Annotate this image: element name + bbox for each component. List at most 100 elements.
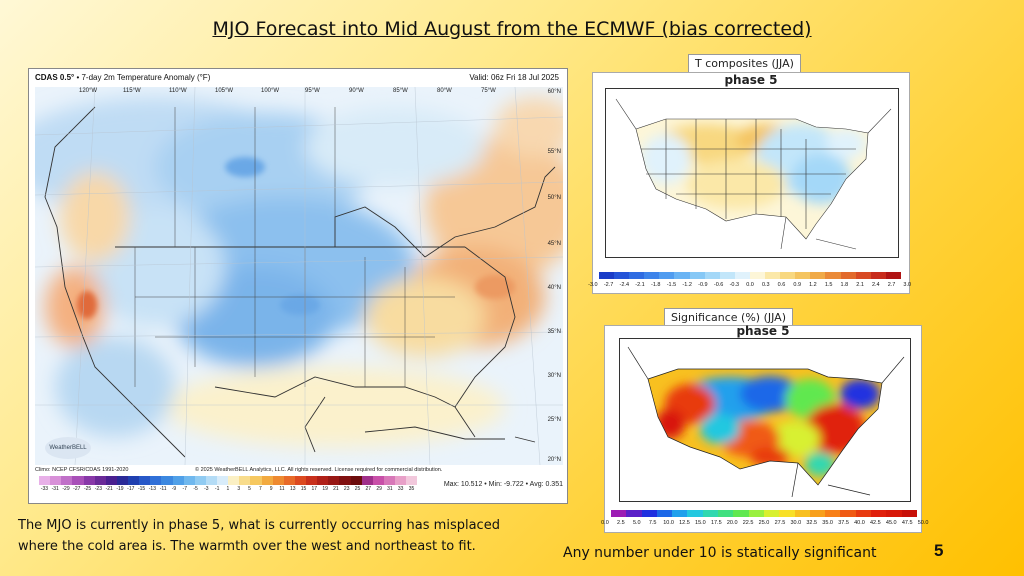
colorbar-tick: 29 [376,486,382,492]
colorbar-tick: -25 [83,486,92,492]
colorbar-swatch [672,510,688,517]
temperature-anomaly-map-panel: CDAS 0.5° • 7-day 2m Temperature Anomaly… [28,68,568,504]
colorbar-tick: -1.8 [650,282,661,288]
colorbar-tick: 1.2 [809,282,817,288]
colorbar-swatch [901,510,917,517]
t-composites-colorbar-ticks: -3.0 -2.7 -2.4 -2.1 -1.8 -1.5 -1.2 -0.9 -0.6 -0.3… [585,282,915,288]
colorbar-tick: 35.0 [822,520,833,526]
colorbar-tick: 35 [408,486,415,492]
colorbar-tick: -7 [182,486,187,492]
colorbar-swatch [674,272,690,279]
colorbar-swatch [105,476,117,485]
lat-label: 45°N [547,241,561,247]
slide-caption: The MJO is currently in phase 5, what is… [18,515,538,557]
colorbar-tick: 15.0 [695,520,706,526]
t-composites-map [605,88,899,258]
colorbar-tick: -31 [51,486,59,492]
lat-label: 30°N [547,373,561,379]
colorbar-swatch [183,476,195,485]
colorbar-tick: -19 [116,486,124,492]
colorbar-swatch [283,476,295,485]
weatherbell-logo: WeatherBELL [45,437,91,459]
colorbar-swatch [128,476,140,485]
significance-panel: phase 5 [601,324,928,533]
map-stats: Max: 10.512 • Min: -9.722 • Avg: 0.351 [443,481,563,488]
colorbar-tick: 45.0 [885,520,897,526]
colorbar-tick: 3 [237,486,241,492]
colorbar-tick: 5.0 [632,520,641,526]
colorbar-swatch [855,272,871,279]
colorbar-tick: -0.3 [729,282,740,288]
colorbar-swatch [150,476,162,485]
lon-label: 75°W [481,88,496,94]
colorbar-tick: 5 [248,486,251,492]
colorbar-tick: 0.9 [793,282,802,288]
colorbar-swatch [795,272,811,279]
lat-label: 50°N [547,195,561,201]
significance-colorbar [611,510,917,517]
colorbar-swatch [749,272,766,279]
colorbar-swatch [294,476,306,485]
colorbar-tick: -11 [159,486,167,492]
colorbar-tick: 1.5 [824,282,833,288]
colorbar-tick: 1.8 [840,282,849,288]
colorbar-tick: -0.6 [713,282,724,288]
colorbar-swatch [306,476,318,485]
colorbar-swatch [733,510,749,517]
significance-label: Significance (%) (JJA) [664,308,793,327]
colorbar-tick: 0.3 [761,282,770,288]
colorbar-swatch [194,476,206,485]
t-composites-phase: phase 5 [724,73,778,87]
colorbar-tick: -15 [137,486,146,492]
colorbar-tick: -1.2 [682,282,692,288]
colorbar-tick: 2.7 [887,282,896,288]
colorbar-tick: 7 [258,486,262,492]
colorbar-tick: 10.0 [663,520,674,526]
colorbar-tick: -29 [62,486,70,492]
colorbar-swatch [629,272,645,279]
lat-label: 25°N [547,417,561,423]
colorbar-tick: -33 [40,486,49,492]
colorbar-swatch [406,476,418,485]
anomaly-colorbar-ticks: -33 -31 -29 -27 -25 -23 -21 -19 -17 -15 -13 -11 -9 -7… [39,486,417,492]
colorbar-swatch [719,272,735,279]
colorbar-tick: -13 [148,486,156,492]
colorbar-tick: 23 [343,486,350,492]
colorbar-swatch [61,476,73,485]
lat-label: 20°N [547,457,561,463]
colorbar-tick: -3 [204,486,209,492]
colorbar-tick: 32.5 [806,520,818,526]
colorbar-tick: 2.4 [871,282,880,288]
colorbar-tick: 9 [269,486,273,492]
colorbar-tick: 27 [365,486,372,492]
caption-line-1: The MJO is currently in phase 5, what is… [18,518,500,533]
page-number: 5 [934,541,944,560]
colorbar-tick: -27 [73,486,81,492]
significance-phase: phase 5 [736,324,790,338]
colorbar-swatch [599,272,615,279]
colorbar-swatch [763,510,780,517]
colorbar-swatch [855,510,872,517]
colorbar-swatch [339,476,351,485]
colorbar-tick: -1 [214,486,220,492]
colorbar-tick: -2.7 [603,282,614,288]
lon-label: 85°W [393,88,408,94]
colorbar-tick: -2.1 [635,282,645,288]
colorbar-swatch [626,510,642,517]
colorbar-tick: 20.0 [726,520,738,526]
colorbar-tick: 25 [354,486,361,492]
colorbar-swatch [641,510,657,517]
map-header: CDAS 0.5° • 7-day 2m Temperature Anomaly… [29,69,567,87]
colorbar-swatch [205,476,217,485]
colorbar-tick: -2.4 [619,282,630,288]
colorbar-swatch [250,476,262,485]
colorbar-tick: 7.5 [648,520,657,526]
colorbar-tick: 2.1 [856,282,864,288]
colorbar-tick: 0.0 [746,282,754,288]
colorbar-tick: 0.0 [601,520,609,526]
t-composites-colorbar [599,272,901,279]
colorbar-tick: 17.5 [710,520,722,526]
colorbar-swatch [765,272,781,279]
colorbar-swatch [794,510,810,517]
colorbar-tick: 30.0 [790,520,802,526]
